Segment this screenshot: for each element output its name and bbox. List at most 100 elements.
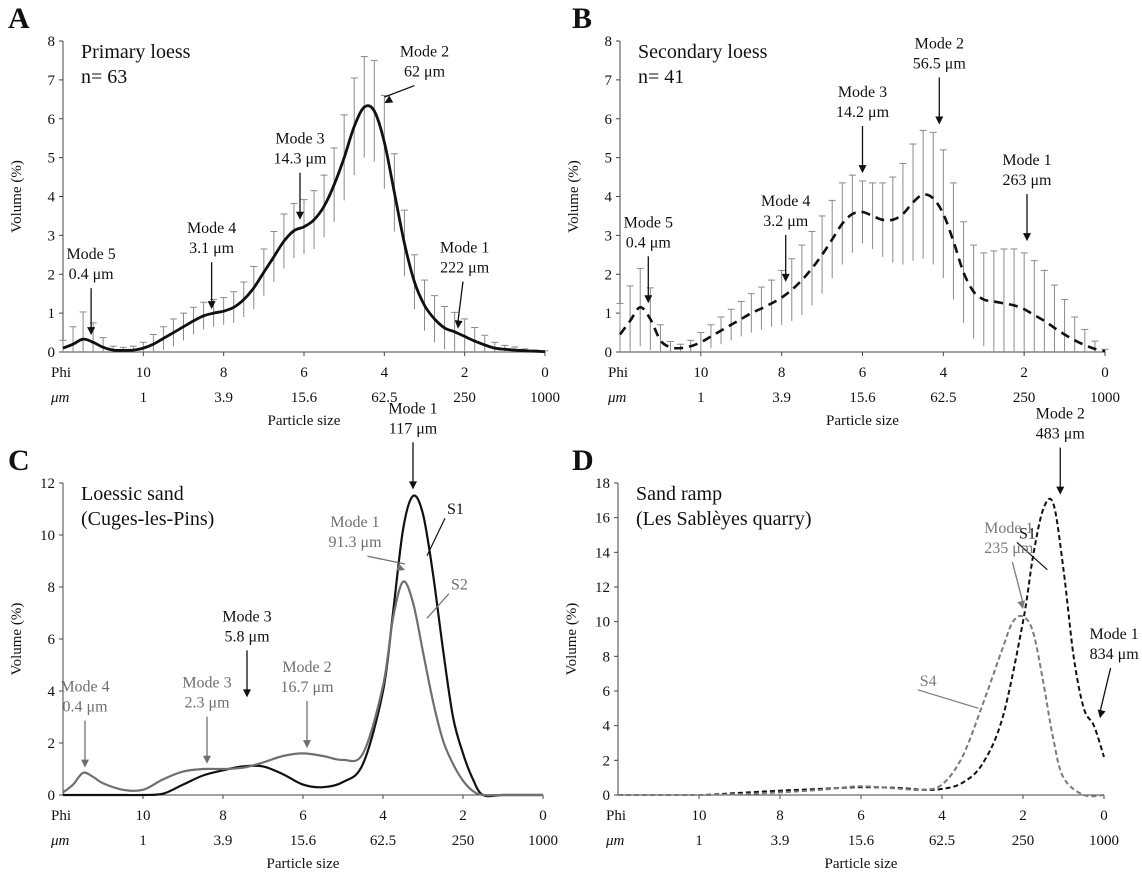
um-tick-label: 1 <box>140 390 148 406</box>
mode-label: Mode 5 <box>624 214 673 231</box>
series-label: S4 <box>920 673 937 690</box>
y-tick-label: 12 <box>595 580 610 596</box>
x-axis-title: Particle size <box>825 856 898 872</box>
y-tick-label: 8 <box>603 649 611 665</box>
y-tick-label: 0 <box>48 788 56 804</box>
mode-arrowhead <box>243 689 251 698</box>
series-label-leader <box>426 593 450 619</box>
y-tick-label: 0 <box>603 788 611 804</box>
mode-value: 0.4 μm <box>69 266 115 283</box>
phi-row-label: Phi <box>51 808 71 824</box>
phi-tick-label: 2 <box>1020 365 1028 381</box>
mode-label: Mode 5 <box>66 246 115 263</box>
mode-value: 0.4 μm <box>626 234 672 251</box>
mode-label: Mode 1 <box>1089 626 1138 643</box>
y-tick-label: 2 <box>603 753 611 769</box>
mode-label: Mode 2 <box>915 35 964 52</box>
y-tick-label: 4 <box>48 684 56 700</box>
mode-arrowhead <box>935 116 944 125</box>
phi-tick-label: 10 <box>692 808 707 824</box>
mode-value: 3.2 μm <box>763 213 809 230</box>
um-row-label: μm <box>605 833 625 849</box>
mode-label: Mode 4 <box>761 193 810 210</box>
phi-tick-label: 4 <box>938 808 946 824</box>
y-tick-label: 6 <box>48 112 56 128</box>
mode-arrowhead <box>858 165 867 174</box>
panel-letter: C <box>8 444 30 477</box>
x-axis-title: Particle size <box>267 856 340 872</box>
chart-panel-d: D02468101214161810183.9615.6462.52250010… <box>564 406 1139 872</box>
y-tick-label: 7 <box>48 73 56 89</box>
phi-tick-label: 4 <box>381 365 389 381</box>
y-tick-label: 4 <box>603 719 611 735</box>
panel-title: Loessic sand <box>81 483 184 505</box>
y-tick-label: 16 <box>595 511 611 527</box>
mode-arrowhead <box>1017 600 1026 609</box>
y-tick-label: 3 <box>605 228 613 244</box>
um-tick-label: 15.6 <box>291 390 318 406</box>
y-tick-label: 4 <box>605 190 613 206</box>
phi-tick-label: 2 <box>1019 808 1027 824</box>
series-label: S1 <box>447 501 464 518</box>
um-tick-label: 1000 <box>528 833 558 849</box>
mode-value: 56.5 μm <box>913 55 967 72</box>
phi-tick-label: 2 <box>459 808 467 824</box>
um-tick-label: 3.9 <box>214 833 233 849</box>
phi-tick-label: 6 <box>300 365 308 381</box>
mode-arrowhead <box>207 301 216 310</box>
um-tick-label: 1 <box>697 390 705 406</box>
phi-tick-label: 0 <box>1101 365 1109 381</box>
mode-arrowhead <box>1097 709 1106 719</box>
phi-tick-label: 6 <box>299 808 307 824</box>
um-tick-label: 250 <box>452 833 475 849</box>
y-tick-label: 6 <box>605 112 613 128</box>
mode-arrowhead <box>396 563 405 571</box>
mode-arrowhead <box>303 740 311 749</box>
mode-value: 62 μm <box>404 64 446 81</box>
um-tick-label: 15.6 <box>290 833 317 849</box>
y-tick-label: 8 <box>48 34 56 50</box>
y-tick-label: 14 <box>595 545 611 561</box>
y-tick-label: 6 <box>603 684 611 700</box>
phi-tick-label: 8 <box>220 365 228 381</box>
mode-value: 3.1 μm <box>189 240 235 257</box>
mode-arrowhead <box>409 481 417 490</box>
mode-arrowhead <box>87 327 96 336</box>
y-tick-label: 5 <box>605 151 613 167</box>
series-label: S1 <box>1019 525 1036 542</box>
series-line-s1 <box>63 494 543 798</box>
phi-row-label: Phi <box>51 365 71 381</box>
um-tick-label: 62.5 <box>371 390 397 406</box>
mode-arrowhead <box>295 211 304 220</box>
phi-tick-label: 10 <box>136 808 151 824</box>
mode-value: 91.3 μm <box>328 534 382 551</box>
y-tick-label: 10 <box>40 528 55 544</box>
um-row-label: μm <box>50 833 70 849</box>
panel-letter: D <box>572 444 594 477</box>
um-tick-label: 15.6 <box>849 390 876 406</box>
y-tick-label: 2 <box>48 736 56 752</box>
phi-row-label: Phi <box>608 365 628 381</box>
series-line-s2 <box>62 580 543 797</box>
chart-panel-c: C 0 2 4 6 8 10 12 10 1 8 3.9 6 15.6 4 62.5 2 250 0 1000 Phi μ… <box>8 400 558 872</box>
um-tick-label: 1 <box>139 833 147 849</box>
panel-title: Primary loess <box>81 41 191 63</box>
mode-label: Mode 3 <box>838 84 887 101</box>
um-tick-label: 62.5 <box>370 833 396 849</box>
mode-arrowhead <box>203 755 211 764</box>
mode-arrow <box>1011 561 1024 604</box>
mode-label: Mode 2 <box>400 44 449 61</box>
mode-value: 117 μm <box>389 420 438 437</box>
mode-label: Mode 1 <box>1002 152 1051 169</box>
mode-arrow <box>384 84 415 98</box>
y-tick-label: 8 <box>48 580 56 596</box>
phi-row-label: Phi <box>606 808 626 824</box>
um-tick-label: 1000 <box>1089 833 1119 849</box>
um-tick-label: 15.6 <box>848 833 875 849</box>
y-axis-title: Volume (%) <box>9 603 25 676</box>
y-tick-label: 5 <box>48 151 56 167</box>
um-row-label: μm <box>607 390 627 406</box>
panel-subtitle: (Cuges-les-Pins) <box>81 508 214 530</box>
mode-value: 14.3 μm <box>273 151 327 168</box>
